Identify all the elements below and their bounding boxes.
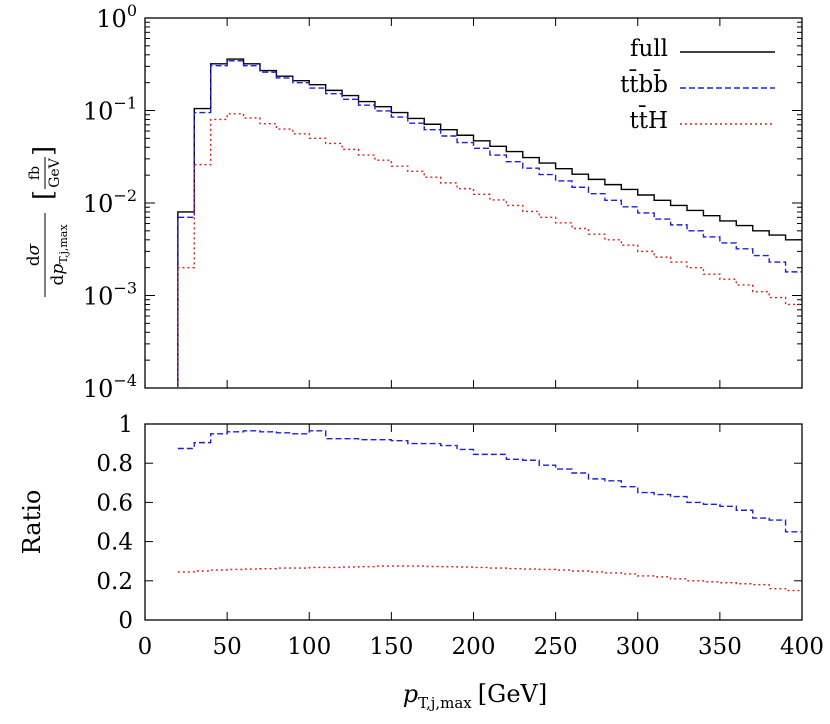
x-tick-label: 100 [287,634,331,660]
ratio-y-tick-label: 0.8 [96,451,133,477]
main-y-tick-label: 10−3 [83,279,137,311]
x-tick-label: 50 [212,634,241,660]
x-tick-label: 250 [534,634,578,660]
ratio-y-tick-label: 1 [118,412,133,438]
ratio-y-tick-label: 0.2 [96,569,133,595]
x-tick-label: 150 [369,634,413,660]
ylabel-right-bracket: ] [29,146,59,156]
x-tick-label: 400 [780,634,824,660]
main-y-axis-label: dσ dpT,j,max [ fb GeV ] [24,146,70,297]
main-series-1 [177,60,802,388]
main-y-tick-labels: 100 10−1 10−2 10−3 10−4 [83,1,137,403]
ratio-y-tick-label: 0 [118,608,133,634]
x-tick-label: 0 [138,634,153,660]
legend-label-ttbb: tt̄bb̄ [620,70,668,98]
ylabel-denominator: dpT,j,max [48,224,70,286]
ratio-frame [144,423,803,621]
legend-label-full: full [630,36,668,62]
x-tick-label: 350 [698,634,742,660]
legend-label-tth: tt̄H [629,106,668,134]
ratio-y-tick-label: 0.6 [96,490,133,516]
main-panel [144,17,803,389]
x-tick-labels: 0 50 100 150 200 250 300 350 400 [138,634,824,660]
ylabel-unit-num: fb [27,166,43,180]
ylabel-left-bracket: [ [29,190,59,200]
ratio-y-axis-label: Ratio [18,490,46,555]
ratio-panel [144,423,803,621]
main-frame [144,17,803,389]
ratio-series-group [177,430,802,592]
x-tick-label: 300 [616,634,660,660]
x-axis-label: pT,j,max [GeV] [403,680,547,712]
main-series-2 [177,113,802,388]
legend: full tt̄bb̄ tt̄H [620,36,775,134]
ratio-series-0 [177,430,802,533]
main-y-tick-label: 10−1 [83,94,137,126]
ylabel-numerator: dσ [24,243,44,266]
ratio-y-tick-labels: 0 0.2 0.4 0.6 0.8 1 [96,412,133,634]
main-series-0 [177,58,802,388]
ylabel-unit-den: GeV [47,157,63,187]
main-y-tick-label: 10−4 [83,371,137,403]
ratio-series-1 [177,565,802,592]
x-tick-label: 200 [452,634,496,660]
ratio-y-tick-label: 0.4 [96,530,133,556]
main-series-group [177,58,802,388]
main-y-tick-label: 10−2 [83,186,137,218]
main-y-tick-label: 100 [96,1,137,33]
